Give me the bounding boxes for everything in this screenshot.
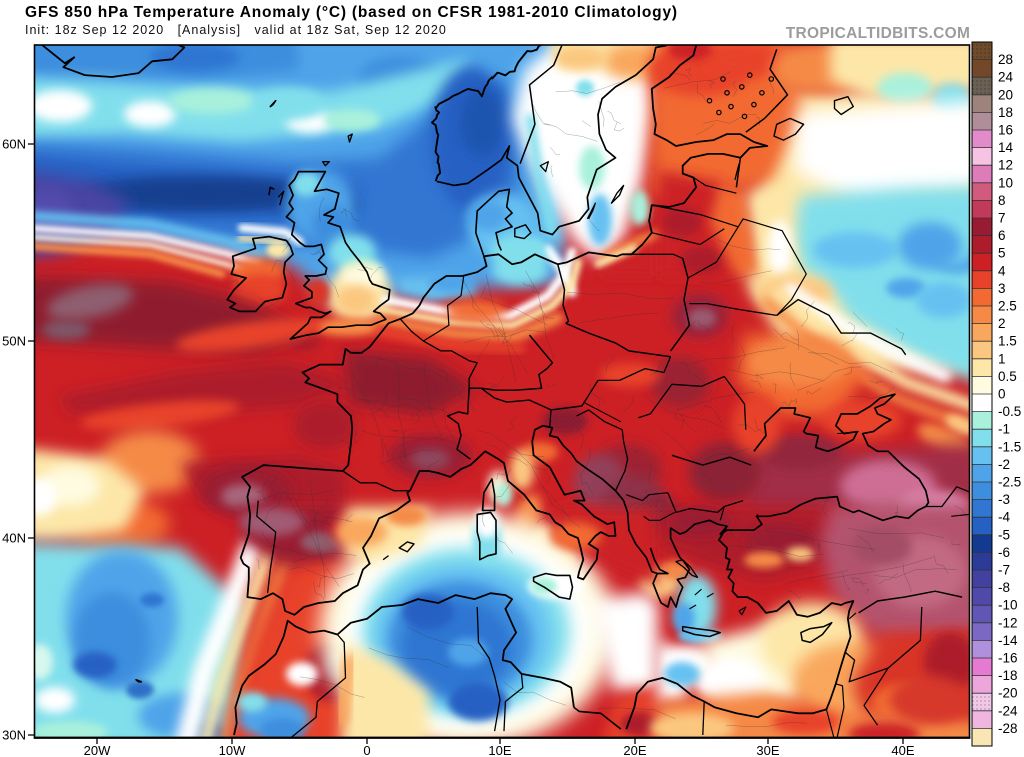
- svg-text:2: 2: [998, 316, 1006, 331]
- svg-text:10E: 10E: [488, 743, 511, 757]
- svg-text:1: 1: [998, 351, 1006, 366]
- svg-text:30N: 30N: [2, 728, 26, 743]
- svg-text:0.5: 0.5: [998, 369, 1017, 384]
- svg-text:28: 28: [998, 52, 1013, 67]
- svg-text:-1.5: -1.5: [998, 439, 1021, 454]
- svg-text:60N: 60N: [2, 137, 26, 152]
- svg-text:40E: 40E: [891, 743, 914, 757]
- svg-text:40N: 40N: [2, 531, 26, 546]
- svg-text:30E: 30E: [756, 743, 779, 757]
- svg-text:-8: -8: [998, 580, 1010, 595]
- svg-text:20W: 20W: [84, 743, 111, 757]
- svg-text:3: 3: [998, 281, 1006, 296]
- svg-text:20E: 20E: [623, 743, 646, 757]
- svg-text:-2.5: -2.5: [998, 475, 1021, 490]
- svg-text:14: 14: [998, 140, 1014, 155]
- svg-text:16: 16: [998, 123, 1013, 138]
- svg-text:-7: -7: [998, 563, 1010, 578]
- svg-text:10W: 10W: [219, 743, 246, 757]
- svg-text:-24: -24: [998, 703, 1018, 718]
- svg-text:TROPICALTIDBITS.COM: TROPICALTIDBITS.COM: [786, 25, 971, 42]
- svg-text:-3: -3: [998, 492, 1010, 507]
- svg-text:-18: -18: [998, 668, 1018, 683]
- svg-text:10: 10: [998, 175, 1013, 190]
- svg-text:-0.5: -0.5: [998, 404, 1021, 419]
- svg-text:4: 4: [998, 263, 1006, 278]
- svg-text:0: 0: [363, 743, 370, 757]
- svg-text:0: 0: [998, 387, 1006, 402]
- svg-text:-20: -20: [998, 686, 1018, 701]
- svg-text:GFS 850 hPa Temperature Anomal: GFS 850 hPa Temperature Anomaly (°C) (ba…: [25, 4, 678, 21]
- svg-text:-28: -28: [998, 721, 1018, 736]
- svg-text:-6: -6: [998, 545, 1010, 560]
- svg-text:18: 18: [998, 105, 1013, 120]
- svg-text:6: 6: [998, 228, 1006, 243]
- svg-text:-1: -1: [998, 422, 1010, 437]
- svg-text:-14: -14: [998, 633, 1018, 648]
- svg-text:7: 7: [998, 211, 1006, 226]
- svg-text:-12: -12: [998, 615, 1018, 630]
- svg-text:12: 12: [998, 158, 1013, 173]
- svg-text:1.5: 1.5: [998, 334, 1017, 349]
- svg-text:Init: 18z Sep 12 2020 [Analy: Init: 18z Sep 12 2020 [Analysis] valid a…: [25, 23, 447, 37]
- svg-text:-5: -5: [998, 527, 1010, 542]
- svg-text:50N: 50N: [2, 334, 26, 349]
- svg-text:2.5: 2.5: [998, 299, 1017, 314]
- svg-text:5: 5: [998, 246, 1006, 261]
- svg-text:24: 24: [998, 70, 1014, 85]
- svg-text:-2: -2: [998, 457, 1010, 472]
- svg-text:-4: -4: [998, 510, 1010, 525]
- svg-text:-16: -16: [998, 651, 1018, 666]
- svg-text:20: 20: [998, 87, 1013, 102]
- svg-text:8: 8: [998, 193, 1006, 208]
- svg-text:-10: -10: [998, 598, 1018, 613]
